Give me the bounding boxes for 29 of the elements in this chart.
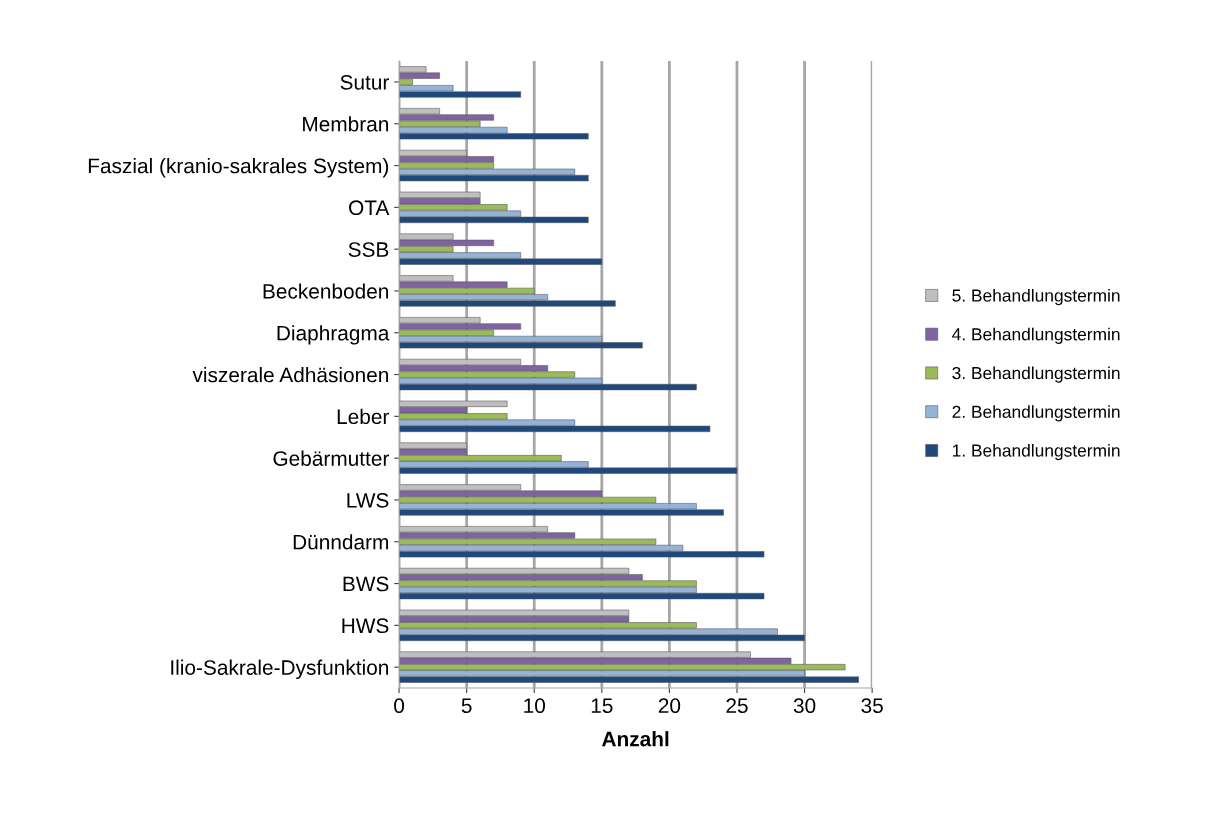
y-tick-label: viszerale Adhäsionen: [192, 367, 389, 383]
x-tick-label: 30: [793, 698, 816, 714]
y-tick-label: Ilio-Sakrale-Dysfunktion: [171, 659, 389, 680]
x-tick-label: 10: [524, 698, 546, 714]
legend-label: 5. Behandlungstermin: [952, 288, 1120, 306]
y-tick-label: Diaphragma: [277, 325, 390, 345]
x-tick-label: 20: [658, 698, 681, 714]
y-tick-label: Gebärmutter: [273, 450, 390, 466]
y-tick-label: OTA: [349, 200, 390, 216]
legend-label: 1. Behandlungstermin: [952, 443, 1120, 461]
legend-label: 4. Behandlungstermin: [952, 327, 1120, 344]
x-tick-label: 0: [394, 698, 405, 714]
y-tick-label: Leber: [337, 408, 390, 425]
x-tick-label: 5: [461, 698, 472, 714]
legend-label: 3. Behandlungstermin: [952, 366, 1120, 383]
legend-label: 2. Behandlungstermin: [952, 405, 1120, 422]
x-tick-label: 15: [591, 698, 613, 714]
y-tick-label: Beckenboden: [263, 283, 389, 299]
y-tick-label: SSB: [348, 242, 389, 257]
y-tick-label: Sutur: [340, 74, 390, 90]
y-tick-label: Membran: [303, 116, 389, 132]
y-tick-label: BWS: [343, 576, 389, 592]
y-tick-label: Faszial (kranio-sakrales System): [88, 158, 389, 178]
y-tick-label: Dünndarm: [293, 534, 388, 550]
x-tick-label: 25: [726, 698, 748, 714]
x-axis-title: Anzahl: [601, 731, 669, 747]
y-tick-label: LWS: [347, 492, 389, 508]
x-tick-label: 35: [861, 698, 883, 714]
y-tick-label: HWS: [342, 618, 389, 634]
